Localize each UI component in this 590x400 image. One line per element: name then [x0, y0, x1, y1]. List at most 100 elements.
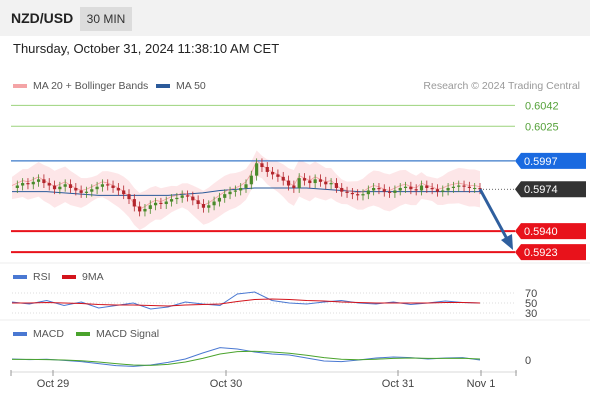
level-label-3: 0.5974: [524, 184, 558, 196]
candle-body: [100, 184, 105, 187]
candle-body: [356, 194, 360, 196]
candle-body: [382, 189, 386, 192]
candle-body: [366, 190, 370, 195]
candle-body: [169, 199, 174, 202]
candle-body: [255, 163, 259, 176]
rsi-tick-label: 30: [525, 308, 537, 320]
legend-macd: MACD: [13, 328, 64, 340]
candle-body: [260, 163, 264, 168]
candle-body: [84, 191, 89, 193]
timeframe-badge[interactable]: 30 MIN: [80, 7, 132, 31]
candle-body: [451, 186, 456, 188]
candle-body: [207, 205, 211, 208]
candle-body: [334, 183, 339, 188]
candle-body: [36, 179, 41, 182]
candle-body: [425, 185, 429, 188]
ma50-swatch: [156, 84, 170, 88]
candle-body: [185, 195, 190, 197]
level-label-1: 0.6025: [525, 121, 559, 133]
legend-macd-label: MACD: [33, 328, 64, 340]
level-label-0: 0.6042: [525, 100, 559, 112]
candle-body: [446, 187, 450, 191]
legend-rsi-ma: 9MA: [62, 271, 104, 283]
candle-body: [276, 174, 280, 177]
candle-body: [159, 202, 163, 205]
macd-series-0: [11, 347, 481, 367]
candle-body: [403, 186, 408, 188]
candle-body: [21, 183, 25, 186]
candle-body: [324, 181, 328, 185]
level-tag-bg: [515, 152, 586, 169]
candle-body: [180, 195, 184, 198]
candle-body: [58, 186, 62, 190]
rsi-series-1: [12, 298, 481, 307]
candle-body: [52, 185, 57, 190]
rsi-swatch: [13, 275, 27, 279]
candle-body: [244, 184, 248, 188]
x-tick-label: Oct 30: [210, 378, 242, 390]
level-label-5: 0.5923: [524, 247, 558, 259]
rsi-tick-label: 50: [525, 298, 537, 310]
legend-ma20-bb: MA 20 + Bollinger Bands: [13, 80, 148, 92]
legend-macd-signal-label: MACD Signal: [96, 328, 160, 340]
forecast-arrow-shaft: [478, 188, 509, 240]
candle-body: [31, 181, 35, 185]
candle-body: [409, 186, 413, 190]
credit-label: Research © 2024 Trading Central: [423, 80, 580, 92]
candle-body: [457, 185, 461, 187]
currency-pair-label: NZD/USD: [11, 10, 74, 26]
key-levels: 0.6042 0.6025 0.5997 0.5974 0.5940 0.5923: [11, 100, 586, 261]
candle-body: [233, 190, 237, 192]
candle-body: [74, 187, 78, 191]
candle-body: [270, 171, 275, 175]
legend-rsi: RSI: [13, 271, 51, 283]
candle-body: [302, 178, 307, 181]
macd-swatch: [13, 332, 27, 336]
candlesticks: [15, 158, 482, 217]
candle-body: [318, 179, 323, 182]
candle-body: [478, 187, 482, 190]
candle-body: [138, 206, 142, 212]
candle-body: [153, 202, 158, 206]
ma20-swatch: [13, 84, 27, 88]
candle-body: [329, 183, 333, 185]
candle-body: [95, 186, 99, 190]
candle-body: [42, 179, 46, 184]
candle-body: [26, 183, 30, 185]
level-tag-bg: [515, 244, 586, 261]
candle-body: [15, 185, 19, 188]
candle-body: [111, 185, 115, 188]
candle-body: [345, 191, 349, 193]
candle-body: [201, 204, 206, 208]
candle-body: [467, 186, 471, 188]
candle-body: [191, 196, 195, 201]
candle-body: [79, 190, 83, 193]
candle-body: [340, 187, 344, 192]
level-label-4: 0.5940: [524, 226, 558, 238]
level-tag-4: 0.5940: [515, 223, 586, 240]
candle-body: [228, 191, 232, 195]
timestamp-label: Thursday, October 31, 2024 11:38:10 AM C…: [13, 41, 280, 56]
macd-tick-label: 0: [525, 355, 531, 367]
candle-body: [350, 192, 354, 195]
legend-ma50: MA 50: [156, 80, 206, 92]
candle-body: [63, 184, 67, 187]
forecast-arrow: [478, 188, 513, 250]
candle-body: [414, 189, 418, 191]
candle-body: [281, 176, 285, 181]
candle-body: [387, 191, 392, 193]
candle-body: [249, 175, 253, 185]
macd-signal-swatch: [76, 332, 90, 336]
candle-body: [132, 199, 136, 207]
candle-body: [239, 187, 243, 191]
candle-body: [122, 190, 126, 195]
macd-series-1: [12, 350, 481, 366]
candle-body: [462, 185, 466, 187]
level-tag-5: 0.5923: [515, 244, 586, 261]
rsi-tick-label: 70: [525, 288, 537, 300]
legend-rsi-ma-label: 9MA: [82, 271, 104, 283]
candle-body: [175, 197, 179, 200]
x-tick-label: Oct 31: [382, 378, 414, 390]
title-bar: NZD/USD 30 MIN: [0, 0, 590, 36]
